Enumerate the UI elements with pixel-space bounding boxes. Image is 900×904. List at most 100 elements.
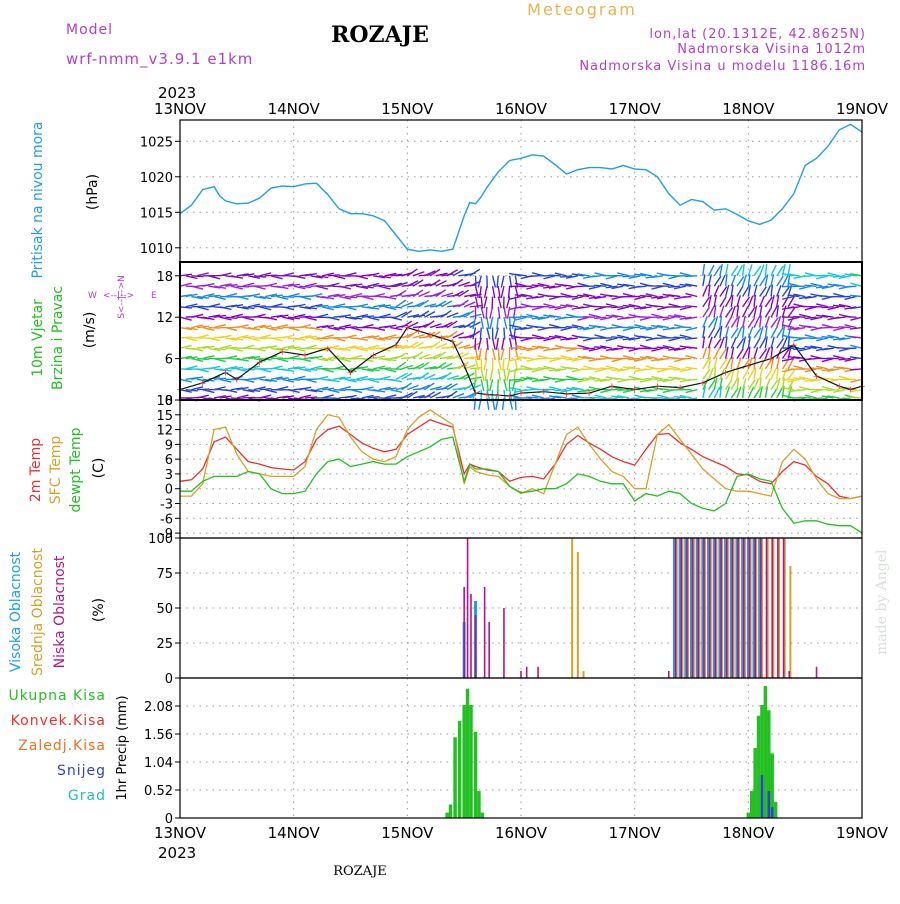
cloud-bar-low [520,671,522,678]
wind-arrow [668,286,680,287]
cloud-unit-label: (%) [91,598,107,622]
cloud-bar-low [526,667,528,678]
cloud-bar-low [675,538,677,678]
wind-arrow [787,369,799,370]
wind-arrow [549,378,561,379]
cloud-side-label-1: Visoka Oblacnost [8,551,24,672]
wind-arrow [504,369,506,381]
precip-bar-total [469,705,473,818]
wind-arrow [504,379,507,391]
wind-arrow [485,286,487,298]
wind-ytick-label: 18 [156,270,173,285]
cloud-bar-low [698,538,700,678]
wind-arrow [498,286,500,298]
precip-bar-total [774,802,778,818]
temp-ytick-label: 15 [156,409,173,424]
wind-arrow [731,379,737,390]
cloud-bar-low [537,667,539,678]
temp-ytick-label: 3 [165,468,173,483]
top-date-label: 16NOV [495,100,548,118]
wind-arrow [703,316,707,327]
precip-ytick-label: 0 [165,812,173,827]
wind-arrow [481,379,483,391]
wind-arrow [668,328,680,329]
wind-arrow [771,285,772,297]
precip-legend-grad: Grad [68,788,106,804]
wind-gust-mark: + [654,382,662,392]
cloud-bar-low [668,671,670,678]
wind-arrow [640,397,652,398]
wind-arrow [709,274,712,286]
wind-arrow [634,286,646,287]
wind-arrow [685,338,697,339]
wind-arrow [502,338,504,350]
wind-arrow [645,378,657,379]
wind-arrow [606,358,618,359]
cloud-bar-low [463,587,465,678]
cloud-bar-low [766,538,768,678]
wind-gust-mark: + [517,389,525,399]
wind-arrow [782,379,794,380]
wind-arrow [532,326,544,327]
wind-arrow [554,358,566,359]
wind-arrow [498,307,500,319]
wind-arrow [844,317,856,318]
wind-arrow [709,265,714,276]
wind-arrow [731,275,735,286]
wind-gust-mark: + [631,386,639,396]
pressure-ytick-label: 1020 [140,171,173,186]
wind-arrow [651,338,663,339]
wind-arrow [771,307,777,318]
wind-arrow [799,276,811,277]
bottom-date-label: 17NOV [609,824,662,842]
wind-arrow [628,327,640,328]
wind-arrow [481,307,484,319]
wind-arrow [743,306,748,317]
wind-arrow [771,265,776,276]
wind-arrow [720,306,724,317]
pressure-side-label: Pritisak na nivou mora [30,121,46,278]
wind-arrow [651,306,663,307]
wind-arrow [685,379,697,380]
cloud-bar-low [771,538,773,678]
bottom-date-label: 19NOV [836,824,889,842]
wind-gust-mark: + [767,355,775,365]
wind-arrow [754,295,755,307]
wind-arrow [537,338,549,339]
wind-arrow [788,307,800,308]
wind-arrow [549,275,561,276]
wind-arrow [606,295,618,296]
wind-arrow [507,297,510,309]
cloud-side-label-2: Srednja Oblacnost [30,548,46,676]
cloud-bar-low [749,538,751,678]
wind-arrow [640,369,652,370]
wind-arrow [844,286,856,287]
wind-arrow [487,338,488,350]
wind-arrow [743,326,744,338]
wind-gust-mark: + [301,351,309,361]
wind-arrow [520,316,532,317]
precip-ytick-label: 1.56 [144,728,173,743]
wind-arrow [833,317,845,318]
wind-arrow [470,306,482,307]
wind-arrow [788,307,795,317]
wind-arrow [501,286,504,298]
wind-arrow [662,398,674,399]
wind-arrow [501,348,504,360]
temp-side-label-3: dewpt Temp [68,427,84,512]
wind-arrow [515,348,518,360]
wind-arrow [703,264,705,276]
top-date-label: 17NOV [609,100,662,118]
wind-arrow [714,285,719,296]
wind-arrow [510,328,513,340]
wind-arrow [737,286,743,296]
top-date-label: 19NOV [836,100,889,118]
wind-arrow [543,296,555,297]
wind-arrow [560,348,572,349]
wind-arrow [498,348,499,360]
wind-arrow [754,338,760,348]
cloud-bar-low [783,538,785,678]
